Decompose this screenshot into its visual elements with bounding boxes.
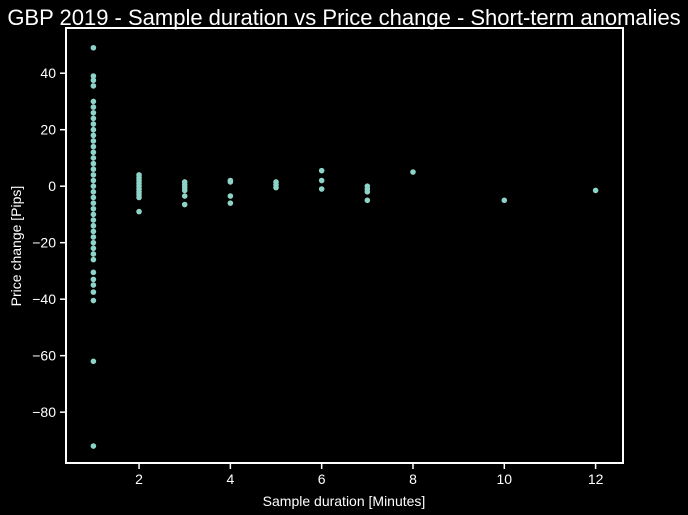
data-point <box>136 208 142 215</box>
x-tick-label: 10 <box>497 471 513 487</box>
data-point <box>90 160 97 167</box>
y-tick-label: −80 <box>32 404 56 420</box>
chart-title: GBP 2019 - Sample duration vs Price chan… <box>7 5 680 30</box>
x-tick-label: 12 <box>588 471 604 487</box>
data-point <box>318 186 325 192</box>
data-point <box>410 169 416 175</box>
data-point <box>90 200 97 206</box>
data-point <box>90 358 97 365</box>
x-axis-ticks: 2 4 6 8 10 12 <box>135 463 604 487</box>
data-point <box>90 282 97 288</box>
data-point <box>90 121 97 127</box>
y-tick-label: −40 <box>32 291 56 307</box>
data-point <box>90 222 97 229</box>
data-point <box>90 276 97 283</box>
data-point <box>90 73 97 79</box>
plot-area-frame <box>65 27 624 464</box>
y-tick-label: 20 <box>40 122 56 138</box>
data-point <box>364 189 371 195</box>
data-point <box>90 217 97 223</box>
data-point <box>227 193 234 199</box>
data-point <box>501 197 508 204</box>
data-point <box>90 109 97 116</box>
data-point <box>181 201 188 208</box>
data-point <box>318 177 325 184</box>
data-point <box>227 179 234 185</box>
x-tick-label: 4 <box>226 471 234 487</box>
y-tick-label: −60 <box>32 348 56 364</box>
data-point <box>592 187 599 194</box>
data-point <box>90 166 97 173</box>
y-axis-label: Price change [Pips] <box>8 186 24 307</box>
data-point <box>181 187 188 194</box>
data-point <box>90 297 97 304</box>
data-point <box>90 149 97 156</box>
data-point <box>273 184 279 191</box>
data-point <box>90 143 97 150</box>
data-point <box>90 83 97 89</box>
y-tick-label: 40 <box>40 65 56 81</box>
data-point <box>90 245 97 252</box>
y-axis-ticks: −80 −60 −40 −20 0 20 40 <box>32 65 66 420</box>
y-tick-label: −20 <box>32 235 56 251</box>
data-point <box>364 197 371 204</box>
x-axis-label: Sample duration [Minutes] <box>263 493 426 509</box>
data-point <box>90 126 97 133</box>
data-point <box>90 132 97 139</box>
data-point <box>90 189 97 195</box>
data-point <box>90 269 97 276</box>
data-point <box>136 194 142 201</box>
data-point <box>90 211 97 218</box>
x-tick-label: 6 <box>318 471 326 487</box>
data-point <box>90 183 97 189</box>
data-point <box>90 77 97 84</box>
data-point <box>90 98 97 105</box>
scatter-points <box>90 44 599 449</box>
y-tick-label: 0 <box>48 178 56 194</box>
data-point <box>90 138 97 144</box>
data-point <box>90 172 97 178</box>
data-point <box>90 155 97 161</box>
data-point <box>90 234 97 240</box>
data-point <box>90 115 97 122</box>
data-point <box>90 104 97 110</box>
data-point <box>90 194 97 201</box>
data-point <box>90 228 97 235</box>
data-point <box>90 256 97 263</box>
x-tick-label: 8 <box>409 471 417 487</box>
data-point <box>90 443 97 449</box>
x-tick-label: 2 <box>135 471 143 487</box>
data-point <box>181 193 188 199</box>
data-point <box>90 44 97 51</box>
data-point <box>318 167 325 174</box>
data-point <box>90 251 97 257</box>
data-point <box>90 177 97 184</box>
data-point <box>90 239 97 246</box>
data-point <box>90 205 97 212</box>
data-point <box>90 289 97 295</box>
data-point <box>227 200 234 206</box>
